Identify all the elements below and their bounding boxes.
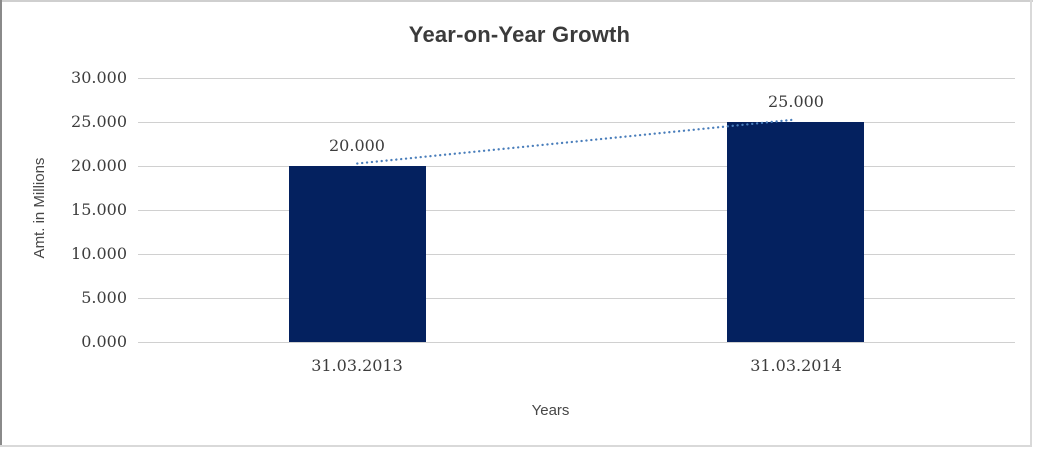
- y-tick-label: 30.000: [71, 68, 127, 87]
- data-label: 20.000: [329, 136, 385, 155]
- frame-border-right: [1030, 0, 1032, 447]
- bar-31.03.2013: [289, 166, 426, 342]
- trendline-dots: [356, 118, 797, 165]
- plot-area: 20.000 25.000: [138, 78, 1015, 343]
- y-tick-label: 20.000: [71, 156, 127, 175]
- y-tick-label: 25.000: [71, 112, 127, 131]
- y-tick-label: 15.000: [71, 200, 127, 219]
- gridline-10.000: [138, 254, 1015, 255]
- gridline-0.000: [138, 342, 1015, 343]
- y-tick-label: 5.000: [81, 288, 127, 307]
- x-category-label: 31.03.2014: [750, 356, 842, 375]
- gridline-5.000: [138, 298, 1015, 299]
- trendline: [356, 118, 797, 165]
- chart-title: Year-on-Year Growth: [408, 22, 631, 47]
- data-label: 25.000: [768, 92, 824, 111]
- frame-border-top: [0, 0, 1033, 2]
- gridline-25.000: [138, 122, 1015, 123]
- y-tick-label: 0.000: [81, 332, 127, 351]
- x-axis-title: Years: [531, 402, 570, 419]
- frame-border-bottom: [0, 445, 1032, 447]
- frame-border-left: [0, 0, 2, 447]
- gridline-15.000: [138, 210, 1015, 211]
- y-tick-label: 10.000: [71, 244, 127, 263]
- x-category-label: 31.03.2013: [311, 356, 403, 375]
- bar-31.03.2014: [727, 122, 864, 342]
- gridline-30.000: [138, 78, 1015, 79]
- gridline-20.000: [138, 166, 1015, 167]
